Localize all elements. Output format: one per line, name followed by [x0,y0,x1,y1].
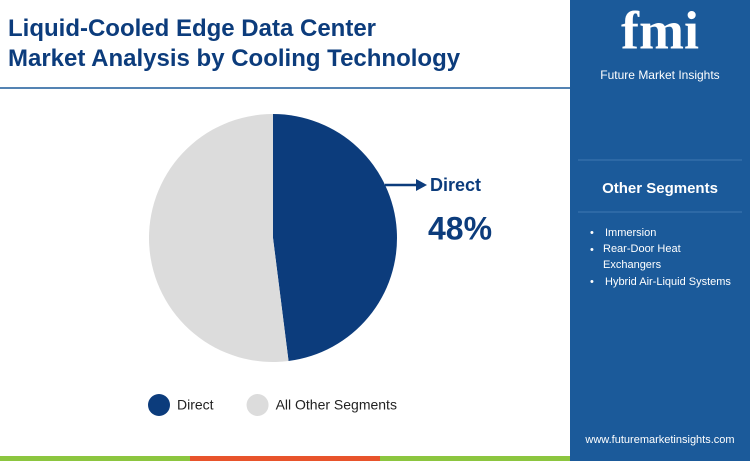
callout-label: Direct [430,175,481,195]
footer-strip [190,456,380,461]
bullet: • [590,227,594,239]
segment-item: Immersion [605,227,656,239]
logo: fmi [621,0,699,60]
segment-item: Rear-Door Heat Exchangers [603,243,681,271]
pie-slice [149,114,289,362]
footer-strip [570,456,750,461]
pie-slice [273,114,398,362]
segment-item-box: Rear-Door Heat Exchangers [603,243,681,271]
footer-strip [0,456,190,461]
bullet: • [590,276,594,288]
segment-item: Hybrid Air-Liquid Systems [605,276,731,288]
sidebar [570,0,750,461]
callout-arrowhead [416,179,427,191]
website: www.futuremarketinsights.com [584,434,734,446]
footer-strip [380,456,570,461]
legend-swatch [246,394,269,416]
bullet: • [590,244,594,256]
chart-title: Liquid-Cooled Edge Data Center Market Ana… [8,15,461,72]
brand: Future Market Insights [600,68,719,82]
value-label: 48% [428,210,492,246]
legend-swatch [148,394,170,416]
sidebar-heading: Other Segments [602,180,718,197]
legend-label: Direct [177,397,214,413]
legend-label: All Other Segments [276,397,397,413]
